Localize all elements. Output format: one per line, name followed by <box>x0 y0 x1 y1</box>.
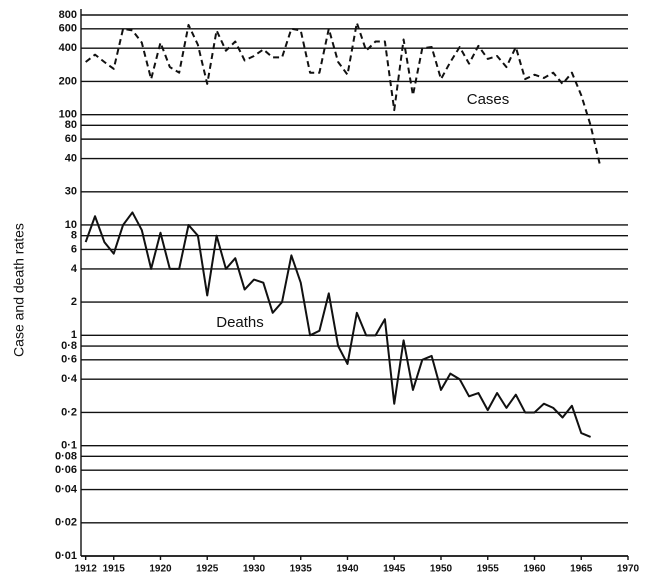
y-tick-label: 80 <box>65 119 77 131</box>
y-tick-label: 30 <box>65 186 77 198</box>
y-tick-label: 0·01 <box>55 550 77 562</box>
x-tick-label: 1925 <box>196 564 219 575</box>
x-tick-label: 1935 <box>290 564 313 575</box>
x-tick-label: 1955 <box>477 564 500 575</box>
x-tick-label: 1930 <box>243 564 266 575</box>
annotation: Deaths <box>216 314 264 331</box>
y-tick-label: 100 <box>59 109 77 121</box>
y-tick-label: 0·6 <box>61 354 77 366</box>
y-tick-label: 600 <box>59 23 77 35</box>
y-tick-label: 8 <box>71 230 77 242</box>
y-tick-label: 6 <box>71 243 77 255</box>
annotation: Cases <box>467 91 510 108</box>
x-tick-label: 1915 <box>103 564 126 575</box>
x-tick-label: 1950 <box>430 564 453 575</box>
y-tick-label: 0·08 <box>55 450 77 462</box>
y-tick-label: 60 <box>65 133 77 145</box>
y-tick-label: 40 <box>65 152 77 164</box>
y-tick-label: 400 <box>59 42 77 54</box>
y-tick-label: 0·8 <box>61 340 77 352</box>
x-tick-label: 1965 <box>570 564 593 575</box>
x-tick-label: 1960 <box>523 564 546 575</box>
x-tick-label: 1945 <box>383 564 406 575</box>
x-tick-label: 1920 <box>149 564 172 575</box>
series-line <box>84 211 591 438</box>
x-tick-label: 1912 <box>75 564 98 575</box>
y-tick-label: 0·2 <box>61 406 77 418</box>
y-tick-label: 0·1 <box>61 440 77 452</box>
y-tick-label: 4 <box>71 263 78 275</box>
y-tick-label: 200 <box>59 75 77 87</box>
y-tick-label: 1 <box>71 329 77 341</box>
y-tick-label: 2 <box>71 296 77 308</box>
series-line <box>85 21 601 166</box>
x-tick-label: 1940 <box>336 564 359 575</box>
y-tick-label: 0·04 <box>55 483 78 495</box>
y-axis-label: Case and death rates <box>11 223 27 357</box>
y-tick-label: 0·06 <box>55 464 77 476</box>
x-tick-label: 1970 <box>617 564 640 575</box>
y-tick-label: 0·4 <box>61 373 78 385</box>
y-tick-label: 10 <box>65 219 77 231</box>
y-tick-label: 0·02 <box>55 517 77 529</box>
y-tick-label: 800 <box>59 9 77 21</box>
